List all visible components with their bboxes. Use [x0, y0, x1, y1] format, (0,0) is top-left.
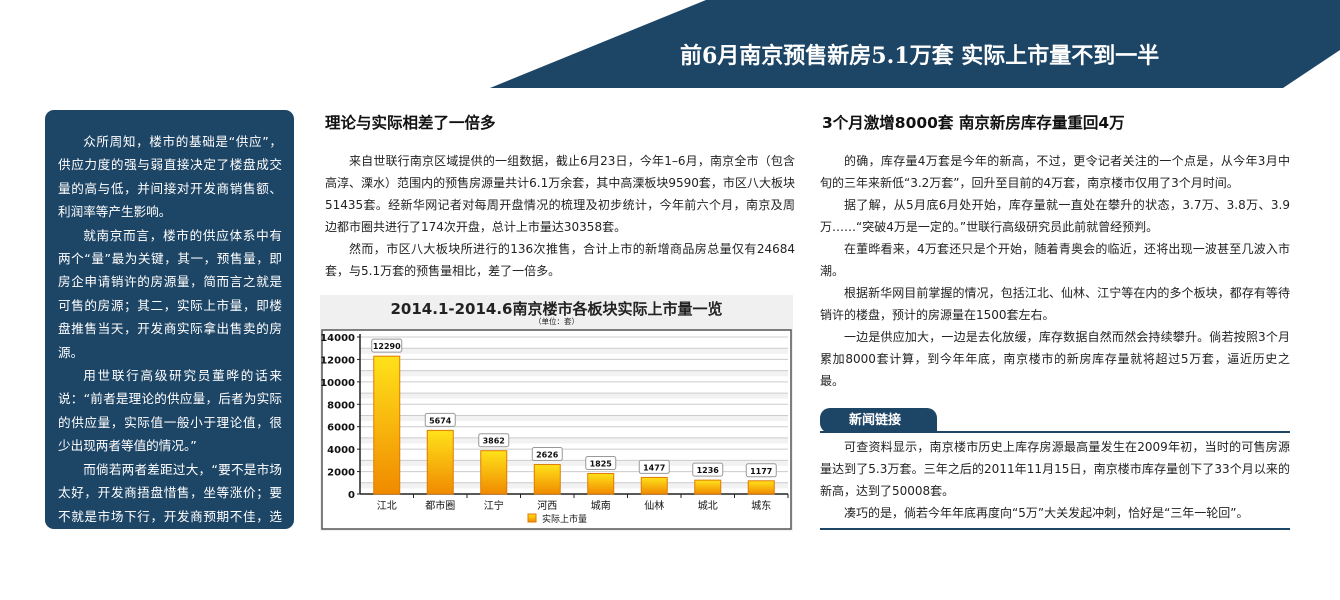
bar	[426, 429, 454, 495]
data-label-box	[424, 412, 456, 427]
data-label-box	[585, 456, 617, 471]
data-label-box	[478, 433, 510, 448]
article-paragraph: 据了解，从5月底6月处开始，库存量就一直处在攀升的状态，3.7万、3.8万、3.…	[820, 198, 1290, 234]
data-label-box	[638, 459, 670, 474]
legend-swatch	[527, 513, 537, 523]
news-paragraph: 可查资料显示，南京楼市历史上库存房源最高量发生在2009年初，当时的可售房源量达…	[820, 440, 1290, 498]
data-label: 12290	[373, 342, 401, 351]
grid-band	[360, 437, 788, 444]
data-label: 2626	[536, 451, 559, 460]
bar	[587, 473, 615, 495]
article-paragraph: 的确，库存量4万套是今年的新高，不过，更令记者关注的一个点是，从今年3月中旬的三…	[820, 154, 1290, 190]
y-tick-label: 2000	[327, 468, 355, 479]
bar	[480, 450, 508, 495]
y-tick-label: 10000	[320, 378, 355, 389]
x-tick-label: 仙林	[644, 499, 664, 512]
article-paragraph: 在董晔看来，4万套还只是个开始，随着青奥会的临近，还将出现一波甚至几波入市潮。	[820, 242, 1290, 278]
y-tick-label: 4000	[327, 445, 355, 456]
news-link-label: 新闻链接	[820, 408, 937, 433]
news-paragraph: 凑巧的是，倘若今年年底再度向“5万”大关发起冲刺，恰好是“三年一轮回”。	[844, 506, 1249, 520]
article-paragraph: 一边是供应加大，一边是去化放缓，库存数据自然而然会持续攀升。倘若按照3个月累加8…	[820, 330, 1290, 388]
grid-band	[360, 415, 788, 422]
x-tick-label: 城北	[698, 500, 718, 512]
data-label-box	[371, 338, 403, 353]
data-label: 1177	[750, 467, 772, 476]
y-tick-label: 14000	[320, 333, 355, 344]
divider	[820, 431, 1290, 433]
grid-band	[360, 370, 788, 377]
y-tick-label: 12000	[320, 355, 355, 366]
article-paragraph: 根据新华网目前掌握的情况，包括江北、仙林、江宁等在内的多个板块，都存有等待销许的…	[820, 286, 1290, 322]
x-tick-label: 都市圈	[425, 499, 455, 512]
middle-article: 来自世联行南京区域提供的一组数据，截止6月23日，今年1–6月，南京全市（包含高…	[325, 150, 795, 282]
data-label: 5674	[429, 416, 452, 425]
y-tick-label: 8000	[327, 400, 355, 411]
grid-band	[360, 337, 788, 343]
bar	[373, 355, 401, 495]
data-label: 1236	[697, 466, 720, 475]
grid-band	[360, 449, 788, 455]
sidebar-paragraph: 众所周知，楼市的基础是“供应”，供应力度的强与弱直接决定了楼盘成交量的高与低，并…	[58, 134, 282, 220]
y-tick-label: 0	[348, 490, 355, 501]
y-tick-label: 6000	[327, 423, 355, 434]
bar	[640, 476, 668, 495]
grid-band	[360, 460, 788, 466]
x-tick-label: 江宁	[484, 499, 504, 512]
sidebar-paragraph: 而倘若两者差距过大，“要不是市场太好，开发商捂盘惜售，坐等涨价；要不就是市场下行…	[58, 461, 282, 547]
header-banner	[490, 0, 1340, 88]
data-label-box	[531, 447, 563, 462]
grid-band	[360, 348, 788, 354]
chart-title: 2014.1-2014.6南京楼市各板块实际上市量一览	[390, 300, 723, 318]
sidebar-intro-box: 众所周知，楼市的基础是“供应”，供应力度的强与弱直接决定了楼盘成交量的高与低，并…	[45, 110, 294, 547]
grid-band	[360, 404, 788, 410]
page-title: 前6月南京预售新房5.1万套 实际上市量不到一半	[680, 43, 1160, 69]
grid-band	[360, 471, 788, 478]
right-heading: 3个月激增8000套 南京新房库存量重回4万	[822, 114, 1125, 132]
data-label-box	[745, 463, 777, 478]
sidebar-paragraph: 就南京而言，楼市的供应体系中有两个“量”最为关键，其一，预售量，即房企申请销许的…	[58, 227, 282, 360]
divider	[820, 528, 1290, 530]
grid-band	[360, 482, 788, 489]
data-label: 1477	[643, 463, 665, 472]
x-tick-label: 城东	[751, 499, 771, 512]
grid-band	[360, 359, 788, 366]
article-paragraph: 然而，市区八大板块所进行的136次推售，合计上市的新增商品房总量仅有24684套…	[325, 242, 795, 278]
x-tick-label: 江北	[377, 500, 397, 512]
data-label-box	[692, 462, 724, 477]
news-article: 可查资料显示，南京楼市历史上库存房源最高量发生在2009年初，当时的可售房源量达…	[820, 436, 1290, 524]
bar	[747, 480, 775, 495]
bar	[533, 464, 561, 495]
chart-subtitle: （单位：套）	[534, 317, 579, 326]
sidebar-paragraph: 用世联行高级研究员董晔的话来说：“前者是理论的供应量，后者为实际的供应量，实际值…	[58, 368, 282, 454]
grid-band	[360, 426, 788, 433]
legend-label: 实际上市量	[542, 513, 587, 525]
article-paragraph: 来自世联行南京区域提供的一组数据，截止6月23日，今年1–6月，南京全市（包含高…	[325, 154, 795, 234]
data-label: 1825	[590, 460, 613, 469]
bar	[694, 479, 722, 495]
bar-chart: 2014.1-2014.6南京楼市各板块实际上市量一览 （单位：套） 0 2000…	[320, 295, 793, 531]
x-tick-label: 河西	[537, 500, 557, 512]
middle-heading: 理论与实际相差了一倍多	[325, 114, 496, 132]
grid-band	[360, 393, 788, 399]
chart-plot: 0 2000 4000 6000 8000 10000 12000 14000 12290 江北 5…	[320, 329, 792, 530]
grid-band	[360, 381, 788, 388]
x-tick-label: 城南	[591, 499, 611, 512]
right-article: 的确，库存量4万套是今年的新高，不过，更令记者关注的一个点是，从今年3月中旬的三…	[820, 150, 1290, 392]
data-label: 3862	[483, 437, 505, 446]
